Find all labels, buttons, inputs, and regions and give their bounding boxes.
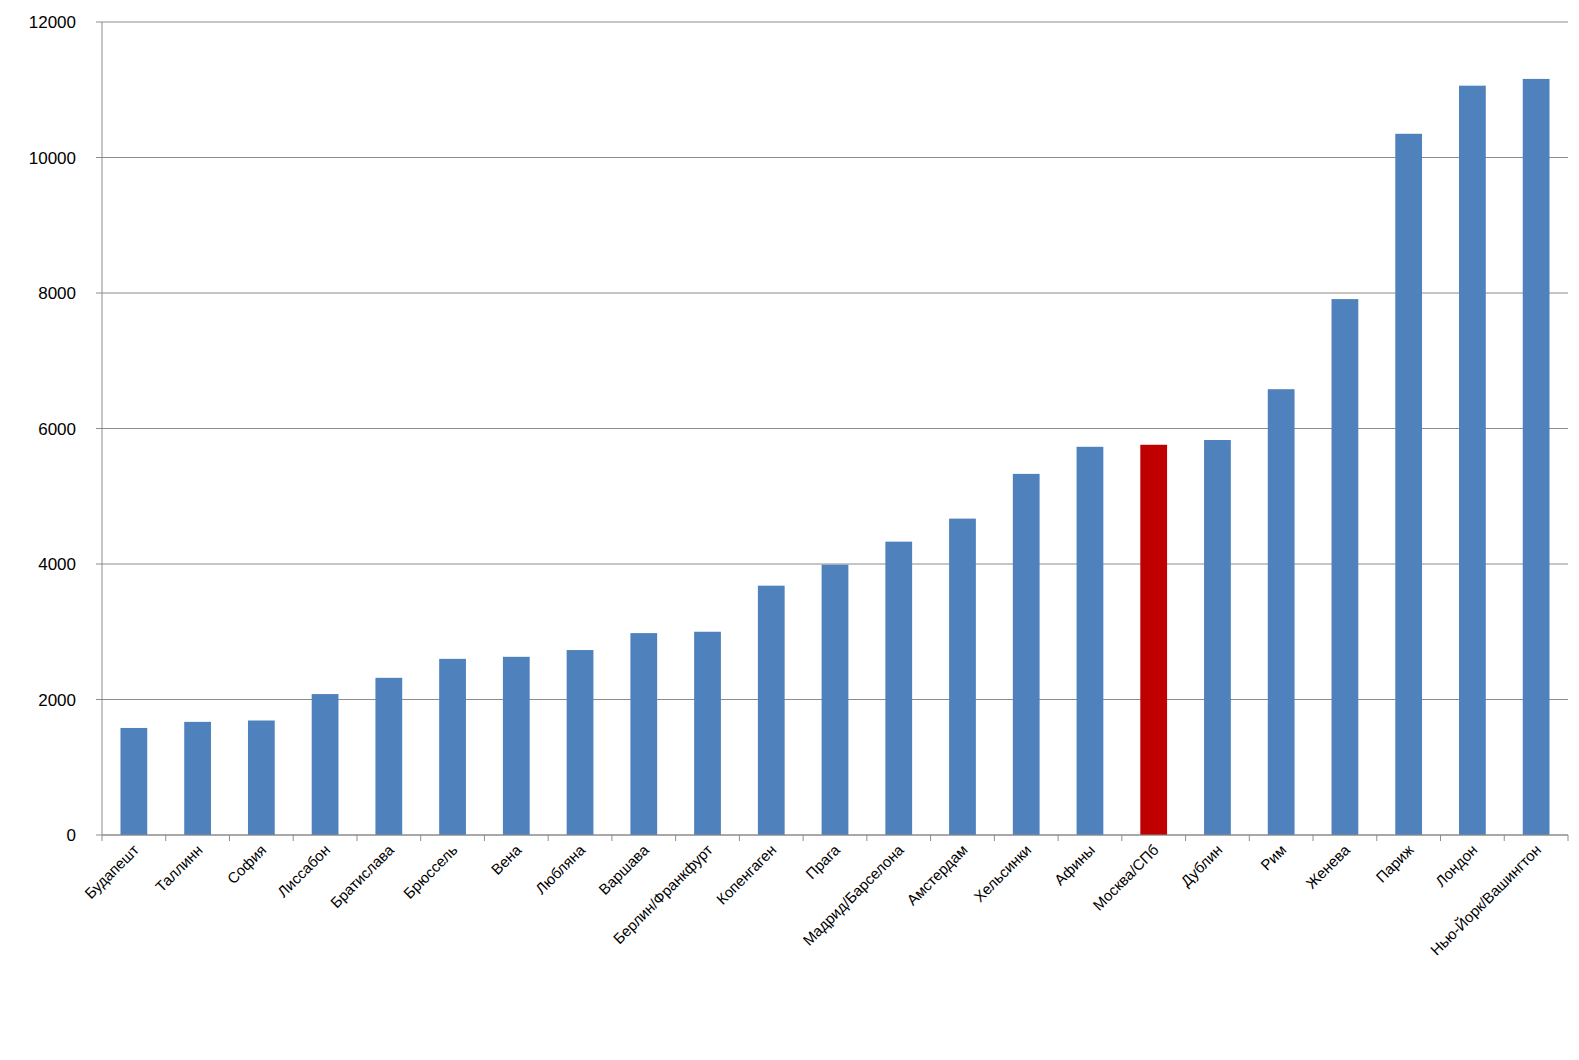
x-tick-label: Вена	[488, 841, 525, 878]
x-tick	[1376, 835, 1377, 841]
chart: 0 2000 4000 6000 8000 10000 12000 БудапештТалли…	[0, 0, 1579, 1060]
x-tick-label: София	[223, 841, 269, 887]
bar	[1459, 86, 1486, 835]
x-tick	[1121, 835, 1122, 841]
x-tick-label: Хельсинки	[970, 841, 1034, 905]
x-tick-label: Мадрид/Барселона	[799, 841, 907, 949]
y-axis	[102, 22, 103, 835]
x-tick	[866, 835, 867, 841]
y-tick-label: 2000	[38, 691, 76, 710]
y-tick-label: 6000	[38, 420, 76, 439]
x-tick-label: Париж	[1372, 841, 1416, 885]
x-tick-label: Будапешт	[81, 841, 142, 902]
grid-line	[102, 22, 1568, 23]
x-tick-label: Прага	[802, 841, 843, 882]
y-tick	[96, 564, 102, 565]
grid-line	[102, 293, 1568, 294]
x-tick	[548, 835, 549, 841]
grid-line	[102, 835, 1568, 836]
x-tick-label: Амстердам	[903, 841, 970, 908]
x-tick-label: Лиссабон	[274, 841, 333, 900]
x-tick-label: Женева	[1302, 841, 1353, 892]
bar	[503, 657, 530, 835]
x-tick-label: Дублин	[1177, 841, 1225, 889]
bar	[1077, 447, 1104, 835]
x-tick	[1313, 835, 1314, 841]
x-tick	[611, 835, 612, 841]
x-tick	[1058, 835, 1059, 841]
x-tick	[1185, 835, 1186, 841]
y-tick-label: 8000	[38, 284, 76, 303]
x-tick	[994, 835, 995, 841]
x-axis	[102, 835, 1568, 836]
x-tick	[1249, 835, 1250, 841]
bar	[184, 722, 211, 835]
bar	[949, 519, 976, 835]
y-tick	[96, 835, 102, 836]
x-tick	[484, 835, 485, 841]
grid-line	[102, 157, 1568, 158]
x-tick-label: Братислава	[327, 841, 398, 912]
x-tick	[739, 835, 740, 841]
y-tick	[96, 157, 102, 158]
x-tick	[165, 835, 166, 841]
bar	[1268, 389, 1295, 835]
x-tick-label: Лондон	[1432, 841, 1481, 890]
bar	[758, 586, 785, 835]
bar	[694, 632, 721, 835]
x-tick	[930, 835, 931, 841]
grid	[96, 22, 1568, 835]
x-tick-label: Брюссель	[400, 841, 461, 902]
bar	[1523, 79, 1550, 835]
y-tick-label: 4000	[38, 555, 76, 574]
x-tick	[229, 835, 230, 841]
bar	[822, 565, 849, 835]
x-tick	[1504, 835, 1505, 841]
bar	[630, 633, 657, 835]
x-tick	[102, 835, 103, 841]
x-tick-label: Москва/СПб	[1089, 841, 1162, 914]
bar	[120, 728, 147, 835]
bar	[1140, 445, 1167, 835]
y-tick	[96, 22, 102, 23]
x-tick-label: Берлин/Франкфурт	[610, 841, 716, 947]
x-tick-label: Копенгаген	[713, 841, 780, 908]
x-tick	[1440, 835, 1441, 841]
x-tick	[1568, 835, 1569, 841]
x-tick-label: Рим	[1257, 841, 1289, 873]
bar	[1013, 474, 1040, 835]
y-tick	[96, 293, 102, 294]
x-tick	[803, 835, 804, 841]
bar	[1204, 440, 1231, 835]
bar	[248, 721, 275, 835]
x-tick	[356, 835, 357, 841]
x-tick	[675, 835, 676, 841]
bar	[439, 659, 466, 835]
bar	[567, 650, 594, 835]
x-tick-label: Любляна	[532, 841, 589, 898]
x-tick-label: Варшава	[595, 841, 652, 898]
y-tick-label: 0	[67, 826, 76, 845]
x-tick-label: Афины	[1051, 841, 1098, 888]
bar	[885, 542, 912, 835]
y-tick-label: 10000	[29, 149, 76, 168]
bars	[120, 79, 1549, 835]
x-tick	[293, 835, 294, 841]
y-tick	[96, 428, 102, 429]
bar	[312, 694, 339, 835]
bar	[375, 678, 402, 835]
x-tick-label: Нью-Йорк/Вашингтон	[1427, 841, 1544, 958]
y-tick-label: 12000	[29, 13, 76, 32]
bar	[1332, 299, 1359, 835]
x-tick-label: Таллинн	[152, 841, 206, 895]
y-tick	[96, 699, 102, 700]
bar	[1395, 134, 1422, 835]
x-tick	[420, 835, 421, 841]
